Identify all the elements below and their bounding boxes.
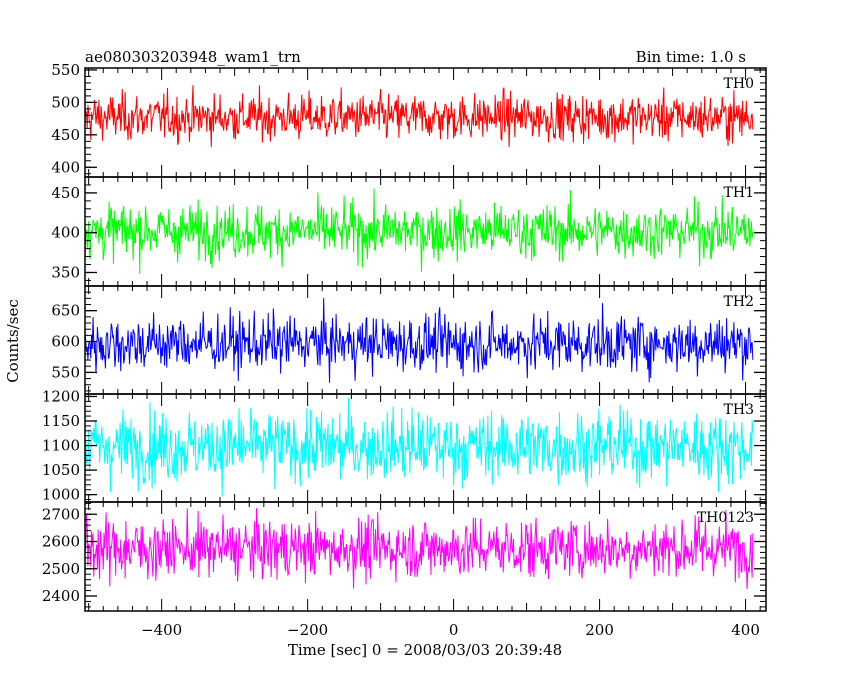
y-tick-label: 1000 bbox=[42, 486, 80, 504]
x-tick-label: −400 bbox=[141, 621, 182, 639]
series-th0 bbox=[85, 85, 754, 148]
y-tick-label: 650 bbox=[51, 302, 80, 320]
panel-frame-th0123 bbox=[84, 501, 767, 612]
y-tick-label: 400 bbox=[51, 224, 80, 242]
y-tick-label: 550 bbox=[51, 363, 80, 381]
series-th0123 bbox=[85, 508, 754, 590]
series-th1 bbox=[85, 188, 754, 274]
panel-label-th1: TH1 bbox=[724, 185, 754, 201]
y-tick-label: 1050 bbox=[42, 461, 80, 479]
x-tick-label: 400 bbox=[731, 621, 760, 639]
y-tick-label: 550 bbox=[51, 61, 80, 79]
panel-label-th0: TH0 bbox=[724, 76, 754, 92]
y-tick-label: 600 bbox=[51, 333, 80, 351]
series-th2 bbox=[85, 297, 754, 383]
x-tick-label: 0 bbox=[449, 621, 459, 639]
y-tick-label: 450 bbox=[51, 184, 80, 202]
y-tick-label: 2700 bbox=[42, 505, 80, 523]
chart-title: ae080303203948_wam1_trn bbox=[85, 48, 301, 66]
series-th3 bbox=[85, 398, 754, 497]
y-tick-label: 450 bbox=[51, 126, 80, 144]
x-tick-label: 200 bbox=[585, 621, 614, 639]
x-axis-title: Time [sec] 0 = 2008/03/03 20:39:48 bbox=[288, 641, 562, 659]
y-axis-title: Counts/sec bbox=[4, 299, 22, 383]
y-tick-label: 1100 bbox=[42, 437, 80, 455]
y-tick-label: 2400 bbox=[42, 587, 80, 605]
y-tick-label: 2500 bbox=[42, 560, 80, 578]
y-tick-label: 1200 bbox=[42, 387, 80, 405]
bin-time-label: Bin time: 1.0 s bbox=[636, 48, 746, 66]
y-tick-label: 2600 bbox=[42, 533, 80, 551]
panel-label-th0123: TH0123 bbox=[697, 510, 754, 526]
y-tick-label: 400 bbox=[51, 158, 80, 176]
y-tick-label: 500 bbox=[51, 93, 80, 111]
panel-label-th3: TH3 bbox=[724, 402, 754, 418]
panels: 400 450 500 550 TH0 350 400 450 TH1 550 600 650 TH2 1… bbox=[42, 61, 767, 612]
x-tick-label: −200 bbox=[287, 621, 328, 639]
y-tick-label: 350 bbox=[51, 263, 80, 281]
panel-label-th2: TH2 bbox=[724, 294, 754, 310]
y-tick-label: 1150 bbox=[42, 412, 80, 430]
